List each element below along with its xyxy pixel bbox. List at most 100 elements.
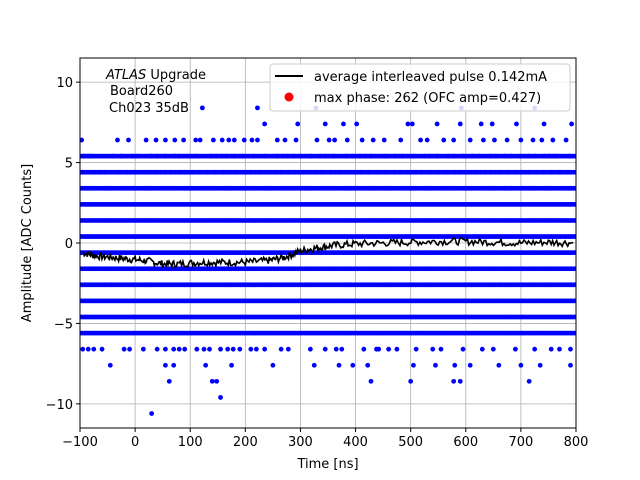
x-tick-label: 0 — [131, 435, 139, 450]
data-point — [427, 169, 433, 175]
data-point — [460, 346, 466, 352]
data-point — [307, 346, 313, 352]
data-point — [326, 137, 332, 143]
data-point — [376, 346, 382, 352]
data-point — [539, 137, 545, 143]
data-point — [171, 362, 177, 368]
data-point — [375, 169, 380, 175]
legend-label-avg: average interleaved pulse 0.142mA — [314, 70, 547, 85]
data-point — [336, 362, 342, 368]
data-point — [176, 169, 182, 175]
data-point — [154, 346, 160, 352]
data-point — [392, 153, 398, 159]
data-point — [405, 121, 411, 127]
data-point — [490, 346, 496, 352]
data-point — [339, 346, 345, 352]
data-point — [572, 266, 576, 272]
data-point — [572, 218, 576, 223]
data-point — [343, 153, 349, 159]
data-point — [274, 137, 280, 143]
data-point — [270, 362, 276, 368]
data-point — [171, 346, 177, 352]
data-point — [248, 169, 254, 175]
data-point — [193, 153, 199, 159]
data-point — [218, 395, 223, 400]
data-point — [572, 201, 576, 207]
data-point — [172, 153, 178, 159]
data-point — [196, 169, 201, 175]
data-point — [467, 137, 473, 143]
y-tick-label: 0 — [65, 237, 73, 252]
data-point — [430, 346, 436, 352]
data-point — [262, 121, 268, 127]
data-point — [557, 169, 562, 175]
data-point — [504, 137, 510, 143]
data-point — [548, 169, 554, 175]
data-point — [568, 362, 573, 368]
data-point — [249, 137, 255, 143]
data-point — [478, 121, 484, 127]
data-point — [124, 169, 130, 175]
data-point — [185, 153, 190, 159]
data-point — [255, 105, 260, 111]
data-point — [411, 153, 416, 159]
data-point — [572, 169, 576, 175]
data-point — [512, 346, 518, 352]
legend: average interleaved pulse 0.142mA max ph… — [269, 63, 571, 112]
data-point — [331, 153, 336, 159]
data-point — [394, 346, 400, 352]
data-point — [322, 346, 328, 352]
data-point — [460, 153, 466, 159]
data-point — [322, 121, 328, 127]
data-point — [333, 346, 339, 352]
data-point — [127, 346, 132, 352]
data-point — [116, 169, 121, 175]
data-point — [572, 314, 576, 320]
data-point — [411, 362, 416, 368]
data-point — [386, 346, 392, 352]
data-point — [115, 137, 120, 143]
data-point — [413, 346, 419, 352]
data-point — [540, 169, 546, 175]
data-point — [368, 153, 374, 159]
x-tick-label: 700 — [508, 435, 533, 450]
data-point — [163, 153, 168, 159]
data-point — [153, 137, 159, 143]
data-point — [163, 169, 168, 175]
data-point — [293, 137, 299, 143]
data-point — [532, 153, 538, 159]
data-point — [518, 362, 524, 368]
data-point — [469, 153, 475, 159]
data-point — [433, 362, 438, 368]
data-point — [135, 153, 141, 159]
data-point — [441, 137, 447, 143]
data-point — [208, 153, 214, 159]
data-point — [332, 137, 338, 143]
x-tick-label: −100 — [62, 435, 98, 450]
data-point — [287, 169, 292, 175]
data-point — [154, 153, 160, 159]
data-point — [80, 137, 85, 143]
annotation-line-1: ATLAS Upgrade — [105, 68, 206, 83]
data-point — [419, 169, 425, 175]
data-point — [230, 346, 236, 352]
data-point — [341, 121, 346, 127]
data-point — [231, 137, 237, 143]
data-point — [140, 346, 146, 352]
data-point — [467, 362, 473, 368]
data-point — [220, 169, 226, 175]
data-point — [370, 137, 376, 143]
data-point — [557, 346, 562, 352]
data-point — [193, 137, 199, 143]
average-pulse-line — [82, 236, 574, 270]
data-point — [182, 169, 188, 175]
grid-lines — [79, 58, 577, 428]
y-tick-label: 10 — [56, 76, 73, 91]
y-tick-label: −5 — [54, 317, 73, 332]
data-point — [409, 121, 415, 127]
data-point — [163, 362, 168, 368]
data-point — [278, 169, 284, 175]
data-point — [526, 378, 532, 384]
data-point — [306, 169, 312, 175]
